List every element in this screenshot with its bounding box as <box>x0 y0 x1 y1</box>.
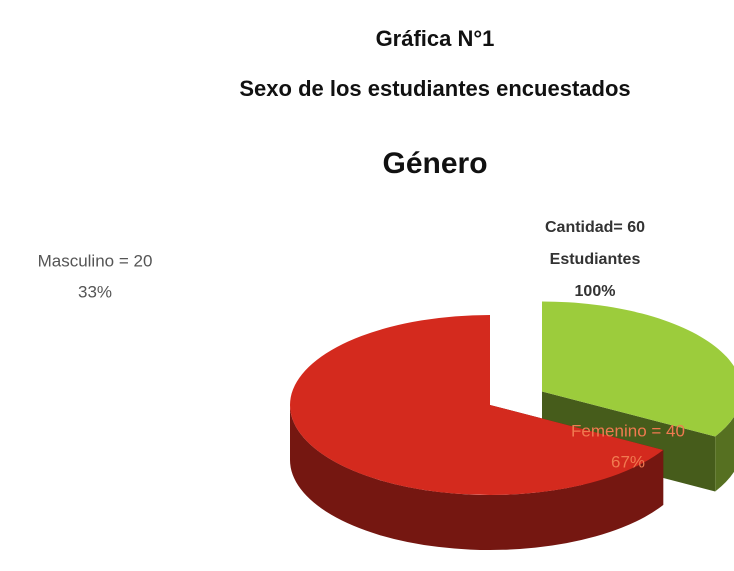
slice-side <box>715 416 734 492</box>
annotation: Cantidad= 60 <box>545 219 645 236</box>
percent-label: 33% <box>78 282 112 301</box>
slice <box>542 301 734 437</box>
annotation: 100% <box>575 283 616 300</box>
data-label: Masculino = 20 <box>38 251 153 270</box>
percent-label: 67% <box>611 452 645 471</box>
chart-title: Gráfica N°1 <box>376 26 495 51</box>
slice-side <box>290 405 664 550</box>
pie-title: Género <box>382 147 487 180</box>
annotation: Estudiantes <box>550 251 641 268</box>
slice <box>289 314 664 495</box>
data-label: Femenino = 40 <box>571 421 685 440</box>
chart-subtitle: Sexo de los estudiantes encuestados <box>239 76 630 101</box>
